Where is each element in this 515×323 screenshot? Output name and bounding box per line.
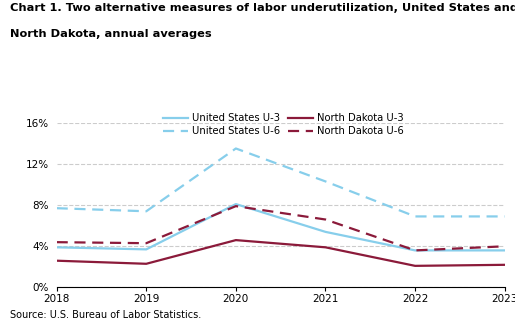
Text: Chart 1. Two alternative measures of labor underutilization, United States and: Chart 1. Two alternative measures of lab… (10, 3, 515, 13)
Legend: United States U-3, United States U-6, North Dakota U-3, North Dakota U-6: United States U-3, United States U-6, No… (163, 113, 404, 136)
Text: Source: U.S. Bureau of Labor Statistics.: Source: U.S. Bureau of Labor Statistics. (10, 310, 201, 320)
Text: North Dakota, annual averages: North Dakota, annual averages (10, 29, 212, 39)
